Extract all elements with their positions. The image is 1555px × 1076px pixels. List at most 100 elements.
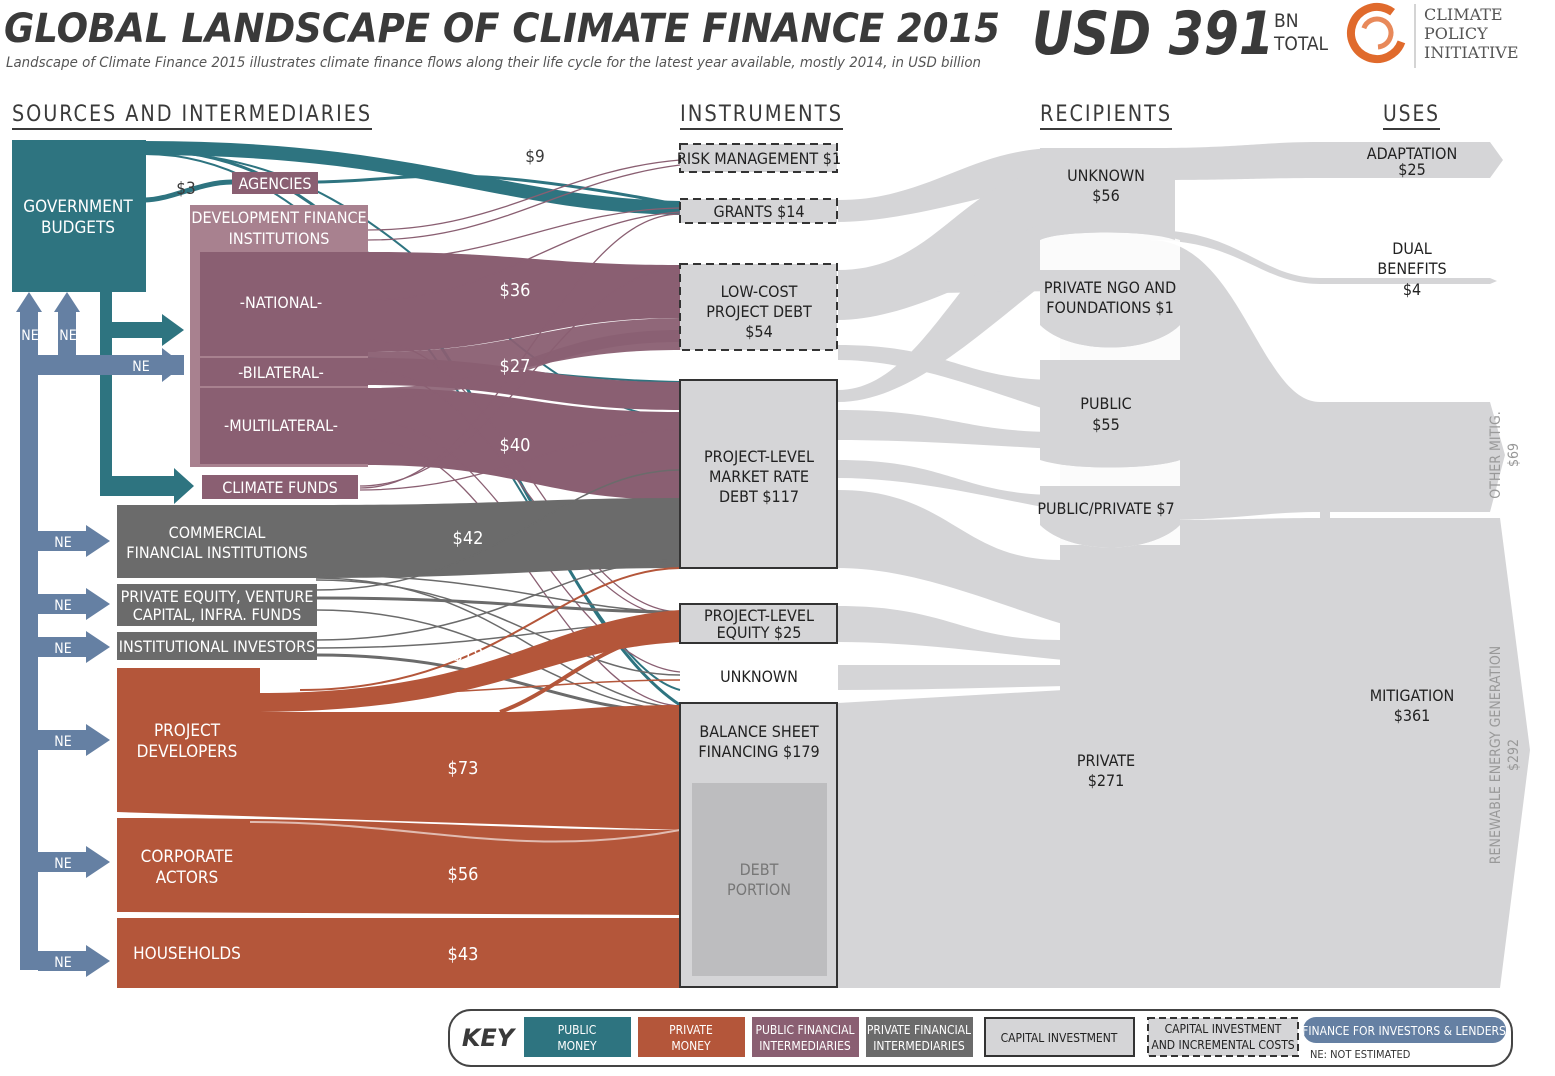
private-sources: PROJECT DEVELOPERS CORPORATE ACTORS HOUS… [117, 668, 260, 964]
flow-bilateral-market [368, 358, 680, 410]
column-headings: SOURCES AND INTERMEDIARIES INSTRUMENTS R… [12, 102, 1440, 130]
flow-national-lowcost [368, 252, 680, 352]
use-other-mitig-label: OTHER MITIG. [1488, 411, 1504, 499]
ne-label-pe: NE [54, 598, 71, 614]
bilateral-box [200, 358, 368, 386]
heading-instruments: INSTRUMENTS [680, 102, 843, 127]
thin-dfi-equity-2 [367, 369, 681, 617]
header: GLOBAL LANDSCAPE OF CLIMATE FINANCE 2015… [4, 0, 1519, 71]
climate-funds-label: CLIMATE FUNDS [222, 478, 338, 497]
ne-trunk-main [20, 312, 38, 970]
recipient-node-ngo [1040, 270, 1180, 348]
ne-up-arrow-1 [16, 292, 42, 312]
legend-public-money-2: MONEY [557, 1039, 597, 1053]
value-commercial: $42 [453, 528, 484, 549]
use-other-mitig-value: $69 [1506, 443, 1522, 467]
thin-pe-equity [315, 596, 681, 614]
low-cost-debt-box [679, 263, 838, 351]
bilateral-label: -BILATERAL- [238, 363, 324, 382]
instrument-unknown-label: UNKNOWN [720, 667, 798, 686]
grants-box [679, 198, 838, 224]
logo-line-3: INITIATIVE [1424, 43, 1519, 62]
national-box [200, 252, 368, 356]
thin-dfi-risk-1 [367, 159, 681, 231]
flow-gov-agencies [144, 179, 233, 203]
recipient-ngo-label-1: PRIVATE NGO AND [1044, 278, 1176, 297]
thin-dfi-risk-2 [367, 164, 681, 241]
ne-branch-commercial-head [86, 525, 110, 557]
ne-branch-commercial [38, 531, 90, 551]
ne-branch-institutional-head [86, 631, 110, 663]
legend-public-money-1: PUBLIC [558, 1023, 597, 1037]
heading-sources: SOURCES AND INTERMEDIARIES [12, 102, 372, 127]
ne-branch-devs [38, 730, 90, 750]
government-budgets-box [12, 140, 146, 292]
gap-unknown-ngo [1040, 232, 1180, 270]
instrument-nodes: RISK MANAGEMENT $1 GRANTS $14 LOW-COST P… [677, 143, 841, 988]
private-equity-box [117, 584, 317, 626]
climate-funds-box [202, 475, 358, 499]
thin-cf-lowcost [359, 267, 681, 487]
legend-swatch-public-money [524, 1017, 631, 1057]
value-households: $43 [448, 944, 479, 965]
logo-line-2: POLICY [1424, 24, 1488, 43]
agencies-box [232, 172, 318, 194]
grants-label: GRANTS $14 [713, 202, 804, 221]
project-developers-box [117, 668, 260, 812]
legend-finance-investors: FINANCE FOR INVESTORS & LENDERS [1302, 1024, 1506, 1038]
use-renewable-value: $292 [1506, 739, 1522, 771]
recipient-labels: UNKNOWN $56 PRIVATE NGO AND FOUNDATIONS … [1037, 166, 1176, 790]
legend-public-fi-2: INTERMEDIARIES [759, 1039, 851, 1053]
ne-trunk-foot [20, 951, 40, 970]
value-project-developers: $73 [448, 758, 479, 779]
thin-devs-unknown [299, 679, 681, 696]
flow-agencies-grants [317, 174, 681, 207]
recipient-private-label-1: PRIVATE [1077, 751, 1135, 770]
use-mitigation-label-2: $361 [1394, 706, 1431, 725]
use-dual-label-2: BENEFITS [1377, 259, 1446, 278]
gap-dual-other [1320, 284, 1500, 402]
thin-devs-market [299, 567, 681, 691]
equity-box [679, 603, 838, 644]
households-label: HOUSEHOLDS [133, 944, 241, 964]
market-rate-debt-box [679, 379, 838, 569]
corporate-label-2: ACTORS [156, 868, 219, 888]
recipient-private-label-2: $271 [1088, 771, 1125, 790]
recipient-node-publicprivate [1040, 486, 1180, 548]
corporate-label-1: CORPORATE [141, 847, 234, 867]
use-dual-label-1: DUAL [1392, 239, 1431, 258]
thin-cf-grants [359, 213, 681, 489]
heading-uses: USES [1383, 102, 1440, 127]
gov-arrow-national [100, 292, 184, 346]
recipient-public-label-2: $55 [1092, 415, 1119, 434]
ne-label-households: NE [54, 955, 71, 971]
agencies-label: AGENCIES [238, 174, 311, 193]
use-renewable-label: RENEWABLE ENERGY GENERATION [1488, 646, 1504, 864]
page-subtitle: Landscape of Climate Finance 2015 illust… [6, 55, 981, 71]
gap-adaptation-dual [1320, 178, 1500, 278]
commercial-box [117, 505, 317, 578]
use-dual-label-3: $4 [1403, 280, 1421, 299]
total-unit-bn: BN [1274, 10, 1299, 32]
uses-vertical-labels: OTHER MITIG. $69 RENEWABLE ENERGY GENERA… [1488, 411, 1522, 864]
project-developers-label-2: DEVELOPERS [137, 742, 238, 762]
recipient-node-public [1040, 360, 1180, 468]
ne-branch-corporate [38, 852, 90, 872]
debt-portion-label-2: PORTION [727, 880, 791, 899]
gov-arrow-climate-funds [100, 292, 194, 504]
gap-other-mitigation [1330, 512, 1500, 518]
agencies-node: AGENCIES $3 $9 [176, 147, 544, 199]
thin-dfi-grants-2 [367, 211, 681, 301]
use-adaptation-label-2: $25 [1398, 160, 1425, 179]
flow-multilateral-market [368, 388, 680, 500]
equity-label-1: PROJECT-LEVEL [704, 606, 814, 625]
legend: KEY PUBLIC MONEY PRIVATE MONEY PUBLIC FI… [448, 1009, 1513, 1067]
flow-devs-equity [260, 610, 680, 712]
legend-ne-note: NE: NOT ESTIMATED [1310, 1048, 1411, 1061]
cpi-logo: CLIMATE POLICY INITIATIVE [1347, 3, 1519, 68]
legend-swatch-private-money [638, 1017, 745, 1057]
logo-inner-ring-icon [1360, 16, 1394, 50]
agencies-value: $3 [176, 179, 195, 199]
government-budgets-label-2: BUDGETS [41, 218, 115, 238]
